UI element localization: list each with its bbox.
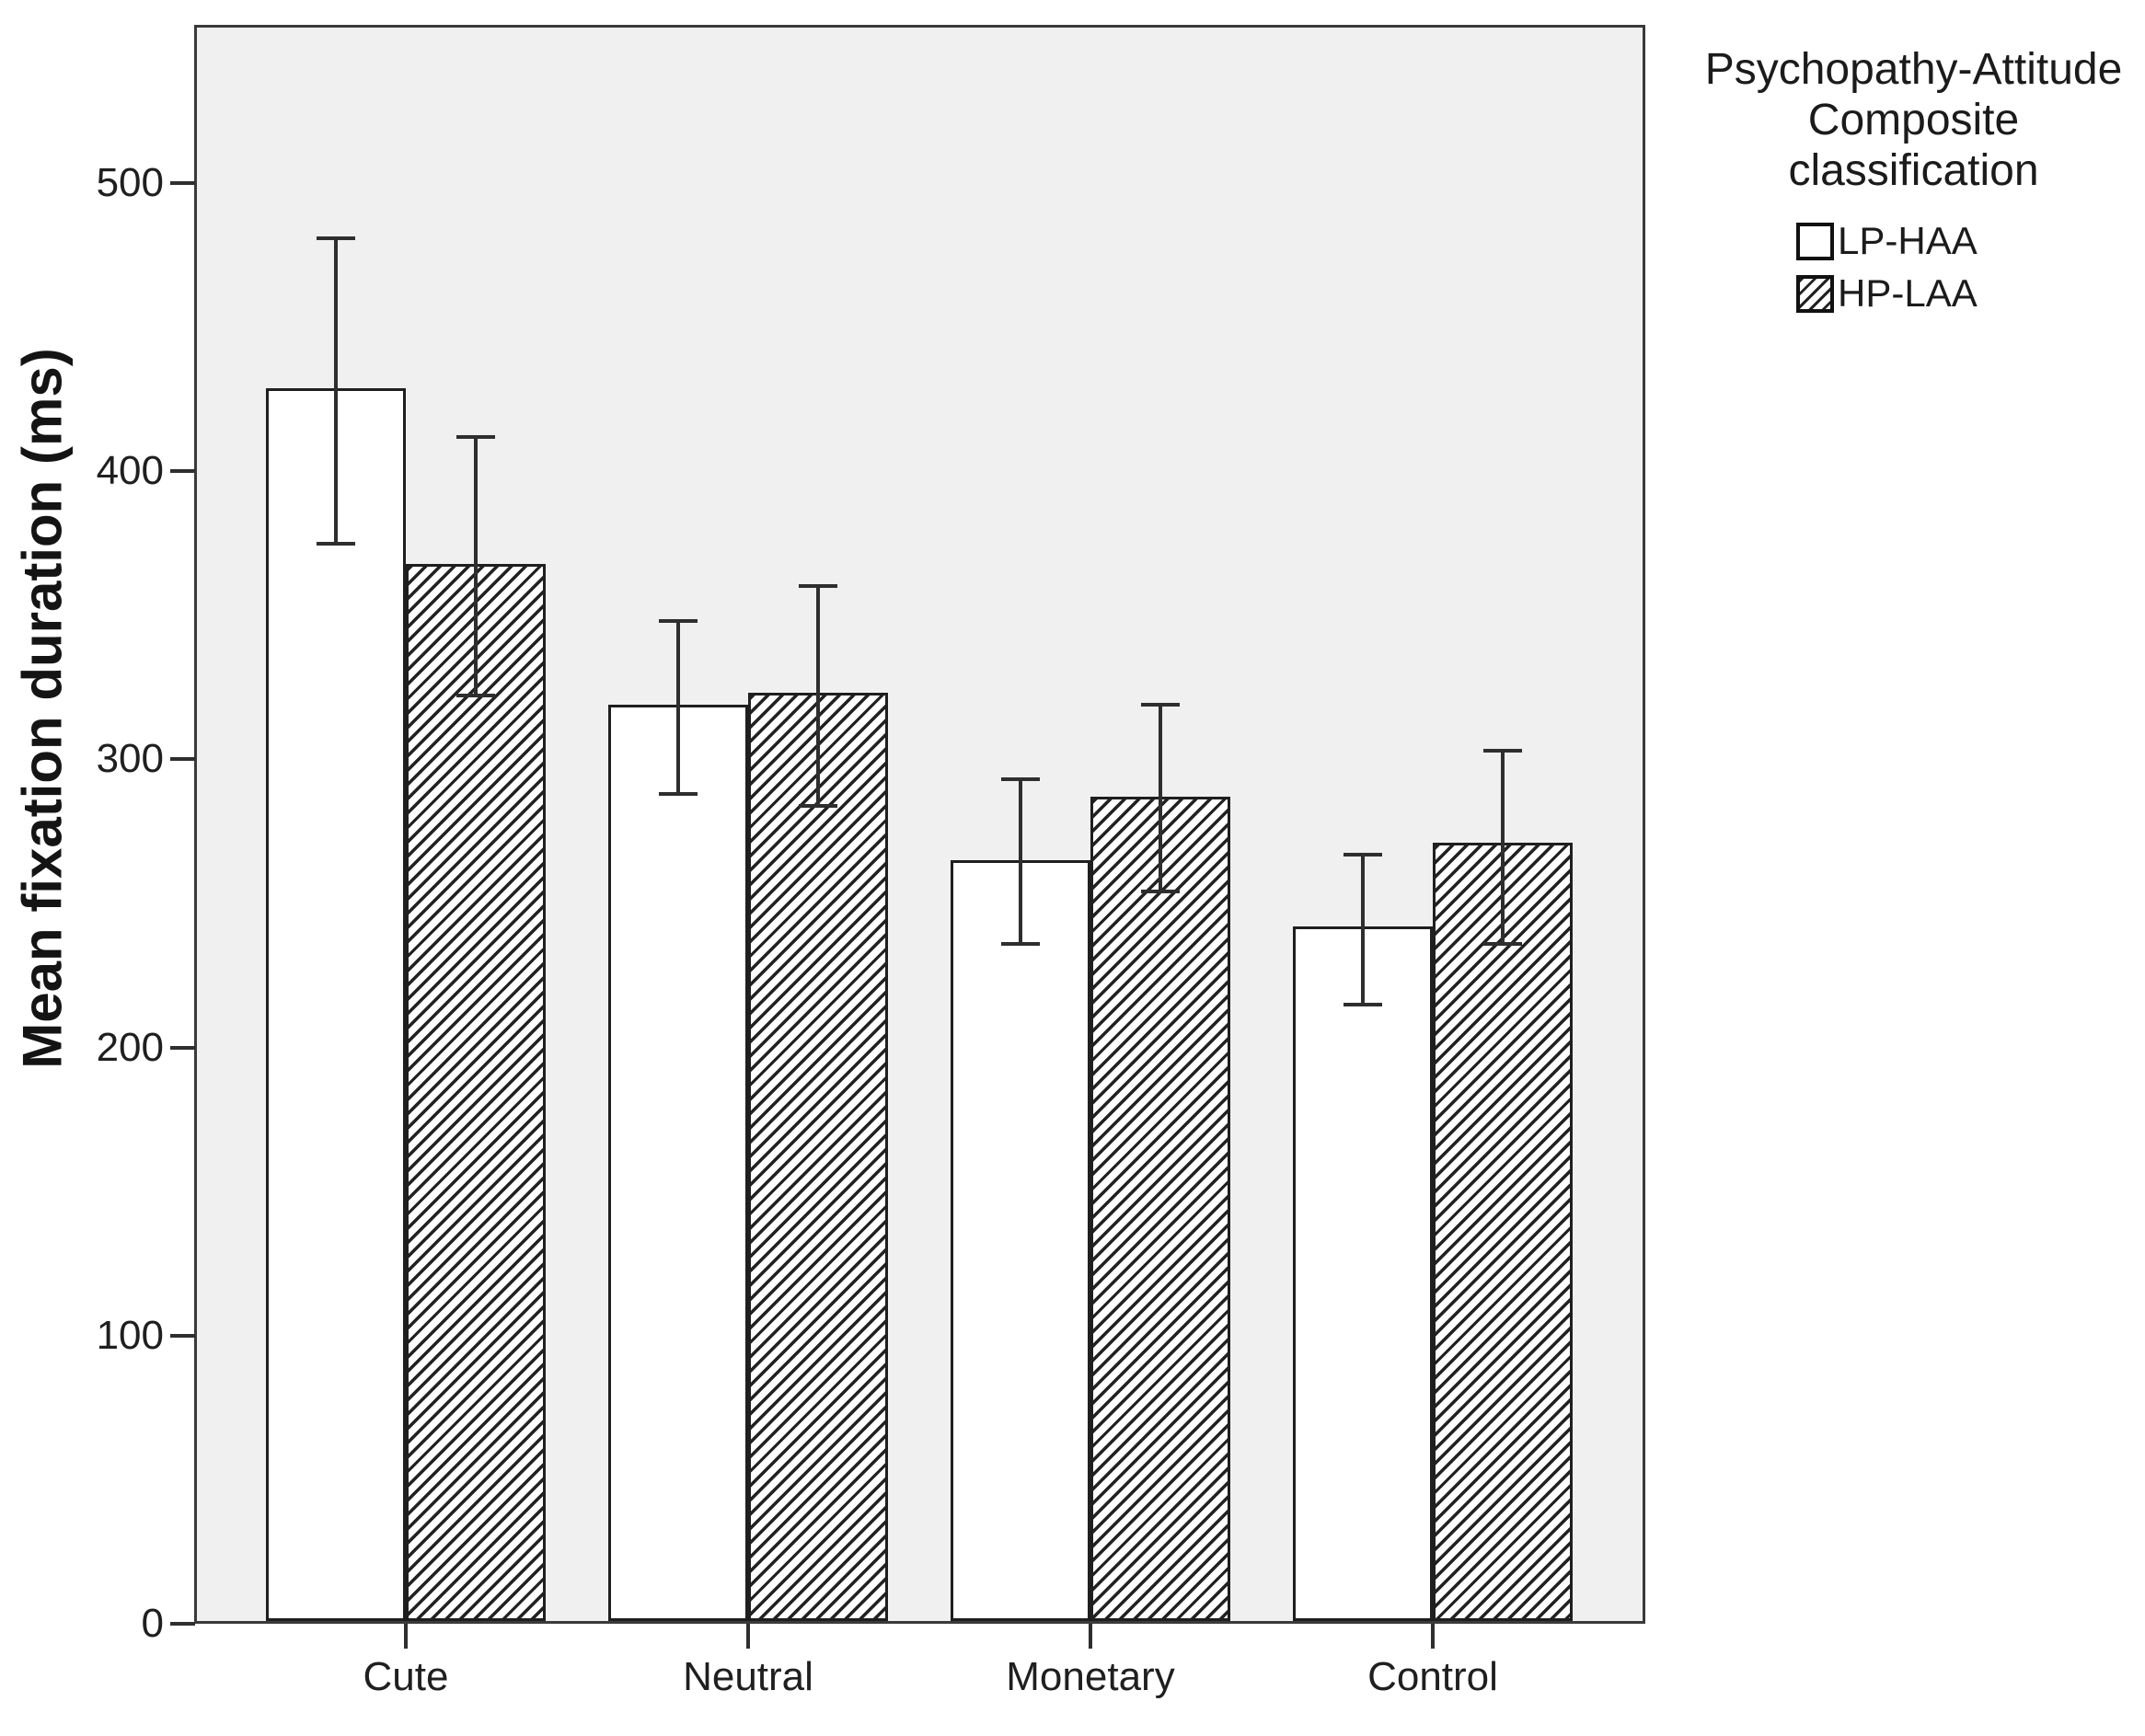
x-tick-mark [1089, 1624, 1092, 1649]
legend-item-lp-haa: LP-HAA [1796, 220, 2145, 262]
error-bar-cap-bottom-hp-laa-control [1483, 941, 1522, 946]
legend-title-line-2: Composite [1807, 96, 2020, 144]
bar-lp-haa-neutral [608, 705, 748, 1621]
legend-title: Psychopathy-Attitude Composite classific… [1677, 44, 2145, 196]
error-bar-cap-bottom-hp-laa-neutral [799, 803, 837, 808]
y-tick-mark [170, 181, 195, 185]
y-tick-mark [170, 1622, 195, 1626]
bar-hp-laa-neutral [748, 693, 888, 1621]
y-tick-label: 300 [96, 736, 164, 782]
error-bar-cap-bottom-lp-haa-cute [317, 541, 355, 546]
error-bar-cap-top-hp-laa-neutral [799, 584, 837, 589]
y-tick-label: 500 [96, 160, 164, 205]
error-bar-cap-top-lp-haa-cute [317, 236, 355, 240]
x-tick-mark [1431, 1624, 1435, 1649]
legend-title-line-3: classification [1788, 146, 2039, 195]
legend-swatch-hatch-icon [1796, 274, 1834, 313]
plot-area [194, 25, 1645, 1624]
error-bar-cap-bottom-lp-haa-control [1344, 1002, 1382, 1006]
legend-item-label-lp-haa: LP-HAA [1838, 219, 1978, 262]
error-bar-cap-bottom-lp-haa-neutral [659, 791, 698, 796]
y-tick-mark [170, 1333, 195, 1338]
error-bar-cap-bottom-lp-haa-monetary [1001, 941, 1040, 946]
x-tick-mark [404, 1624, 408, 1649]
error-bar-stem-hp-laa-cute [474, 436, 478, 696]
error-bar-stem-lp-haa-neutral [676, 621, 680, 794]
error-bar-cap-top-hp-laa-monetary [1141, 702, 1180, 707]
legend: Psychopathy-Attitude Composite classific… [1677, 44, 2145, 325]
bar-lp-haa-control [1293, 926, 1433, 1621]
x-tick-label: Monetary [1006, 1654, 1175, 1699]
x-tick-label: Neutral [683, 1654, 813, 1699]
error-bar-stem-hp-laa-control [1501, 751, 1505, 944]
legend-item-hp-laa: HP-LAA [1796, 272, 2145, 315]
bar-lp-haa-cute [266, 388, 406, 1621]
bar-hp-laa-cute [406, 564, 546, 1621]
error-bar-cap-top-lp-haa-monetary [1001, 777, 1040, 782]
error-bar-cap-bottom-hp-laa-cute [456, 694, 495, 698]
legend-title-line-1: Psychopathy-Attitude [1704, 45, 2123, 94]
y-tick-label: 400 [96, 448, 164, 494]
error-bar-stem-lp-haa-cute [334, 237, 338, 544]
error-bar-cap-bottom-hp-laa-monetary [1141, 890, 1180, 894]
y-tick-mark [170, 757, 195, 762]
bar-hp-laa-monetary [1090, 797, 1230, 1621]
y-tick-mark [170, 1045, 195, 1050]
y-tick-label: 0 [141, 1601, 164, 1646]
bar-hp-laa-control [1433, 843, 1573, 1621]
y-tick-mark [170, 469, 195, 474]
x-tick-label: Control [1367, 1654, 1498, 1699]
error-bar-stem-lp-haa-control [1361, 854, 1365, 1005]
error-bar-cap-top-hp-laa-cute [456, 434, 495, 439]
error-bar-cap-top-lp-haa-neutral [659, 619, 698, 624]
y-tick-label: 100 [96, 1312, 164, 1358]
error-bar-cap-top-lp-haa-control [1344, 852, 1382, 857]
x-tick-label: Cute [363, 1654, 449, 1699]
bar-lp-haa-monetary [951, 860, 1090, 1621]
y-tick-label: 200 [96, 1024, 164, 1070]
legend-swatch-solid-icon [1796, 222, 1834, 260]
error-bar-cap-top-hp-laa-control [1483, 749, 1522, 753]
legend-items: LP-HAA HP-LAA [1677, 220, 2145, 315]
error-bar-stem-lp-haa-monetary [1019, 779, 1022, 944]
legend-item-label-hp-laa: HP-LAA [1838, 271, 1978, 315]
error-bar-stem-hp-laa-monetary [1159, 704, 1162, 892]
x-tick-mark [746, 1624, 750, 1649]
error-bar-stem-hp-laa-neutral [816, 586, 820, 806]
